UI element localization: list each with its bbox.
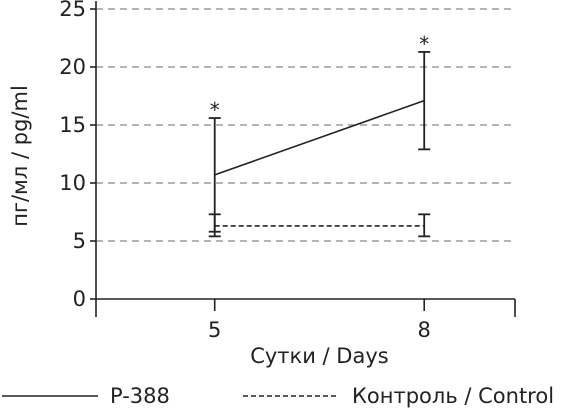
legend-label-1: Контроль / Control: [352, 384, 554, 408]
series-layer: **: [209, 32, 431, 236]
grid-lines: [96, 9, 515, 241]
x-axis-title: Сутки / Days: [250, 344, 389, 368]
y-tick-label: 15: [59, 113, 86, 137]
x-tick-label: 5: [208, 318, 221, 342]
y-axis-title: пг/мл / pg/ml: [8, 85, 32, 227]
y-tick-label: 20: [59, 55, 86, 79]
axis-labels: 0 5 10 15 20 25 5 8 Сутки / Days пг/мл / pg/ml: [8, 0, 431, 368]
significance-marker: *: [419, 32, 429, 56]
axes: [90, 1, 515, 317]
y-tick-label: 10: [59, 171, 86, 195]
x-tick-label: 8: [418, 318, 431, 342]
legend: P-388 Контроль / Control: [2, 384, 554, 408]
y-tick-label: 5: [73, 229, 86, 253]
significance-marker: *: [210, 98, 220, 122]
legend-label-0: P-388: [110, 384, 170, 408]
y-tick-label: 25: [59, 0, 86, 21]
y-tick-label: 0: [73, 287, 86, 311]
series-line-0: [215, 101, 425, 175]
